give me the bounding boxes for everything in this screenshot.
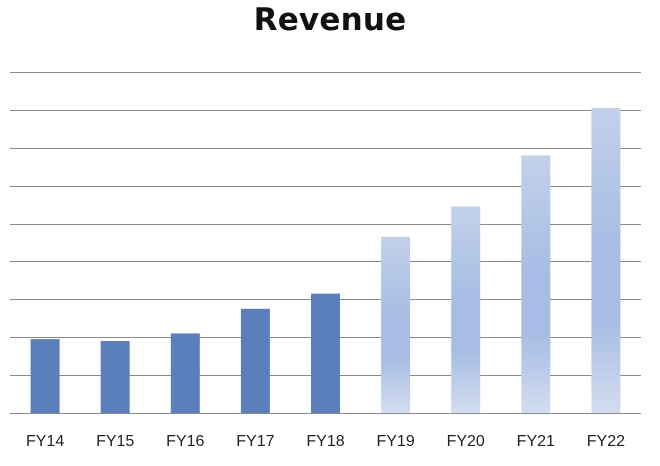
bar-fy15 [100, 341, 130, 413]
x-tick-label-fy14: FY14 [26, 433, 64, 450]
chart-title: Revenue [253, 2, 407, 38]
bar-fy22 [591, 108, 621, 413]
bar-fy18 [311, 293, 340, 413]
bar-fy17 [240, 308, 270, 413]
x-tick-label-fy16: FY16 [166, 433, 204, 450]
bar-fy21 [521, 155, 551, 413]
bar-fy16 [170, 333, 200, 413]
bar-fy14 [30, 339, 60, 413]
bar-fy20 [451, 206, 481, 413]
x-tick-label-fy22: FY22 [587, 433, 625, 450]
bars [30, 108, 621, 413]
x-tick-label-fy19: FY19 [376, 433, 414, 450]
x-tick-labels: FY14 FY15 FY16 FY17 FY18 FY19 FY20 FY21 FY22 [26, 433, 625, 450]
x-tick-label-fy15: FY15 [96, 433, 134, 450]
x-tick-label-fy18: FY18 [306, 433, 344, 450]
x-tick-label-fy21: FY21 [517, 433, 555, 450]
bar-fy19 [381, 236, 411, 413]
x-tick-label-fy20: FY20 [447, 433, 485, 450]
x-tick-label-fy17: FY17 [236, 433, 274, 450]
